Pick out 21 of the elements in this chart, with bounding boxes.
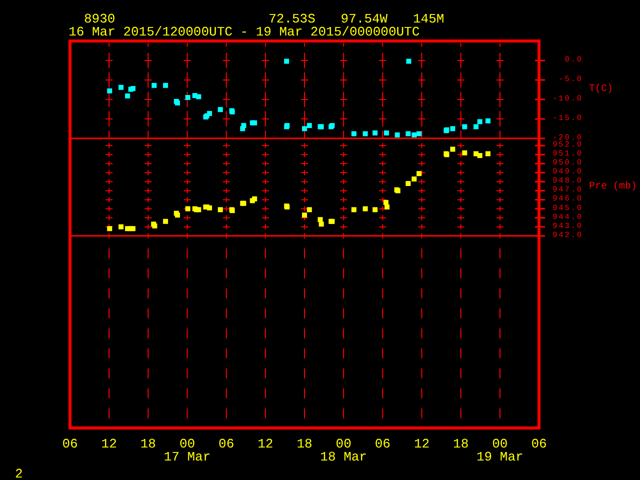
- x-tick-label: 00 19 Mar: [476, 436, 524, 464]
- text: 2: [15, 466, 23, 480]
- text: 72.53S: [268, 11, 316, 26]
- text: 145M: [413, 11, 444, 26]
- chart-title: 8930: [84, 11, 116, 26]
- x-tick-label: 06: [218, 436, 234, 452]
- chart-subtitle: 16 Mar 2015/120000UTC - 19 Mar 2015/000000UTC: [68, 24, 420, 40]
- x-tick-label: 00 18 Mar: [320, 436, 367, 464]
- x-tick-label: 00 17 Mar: [164, 436, 211, 464]
- text: 97.54W: [340, 11, 388, 26]
- x-tick-label: 18: [140, 436, 156, 452]
- x-tick-label: 12: [414, 436, 430, 452]
- x-tick-label: 18: [296, 436, 312, 452]
- x-tick-label: 18: [453, 436, 469, 452]
- x-tick-label: 12: [258, 436, 274, 452]
- x-tick-label: 06: [62, 436, 78, 452]
- y-axis-title: T(C): [589, 83, 614, 96]
- x-tick-label: 12: [101, 436, 117, 452]
- x-tick-label: 06: [531, 436, 547, 452]
- x-tick-label: 06: [374, 436, 390, 452]
- y-axis-title: Pre (mb): [589, 180, 638, 193]
